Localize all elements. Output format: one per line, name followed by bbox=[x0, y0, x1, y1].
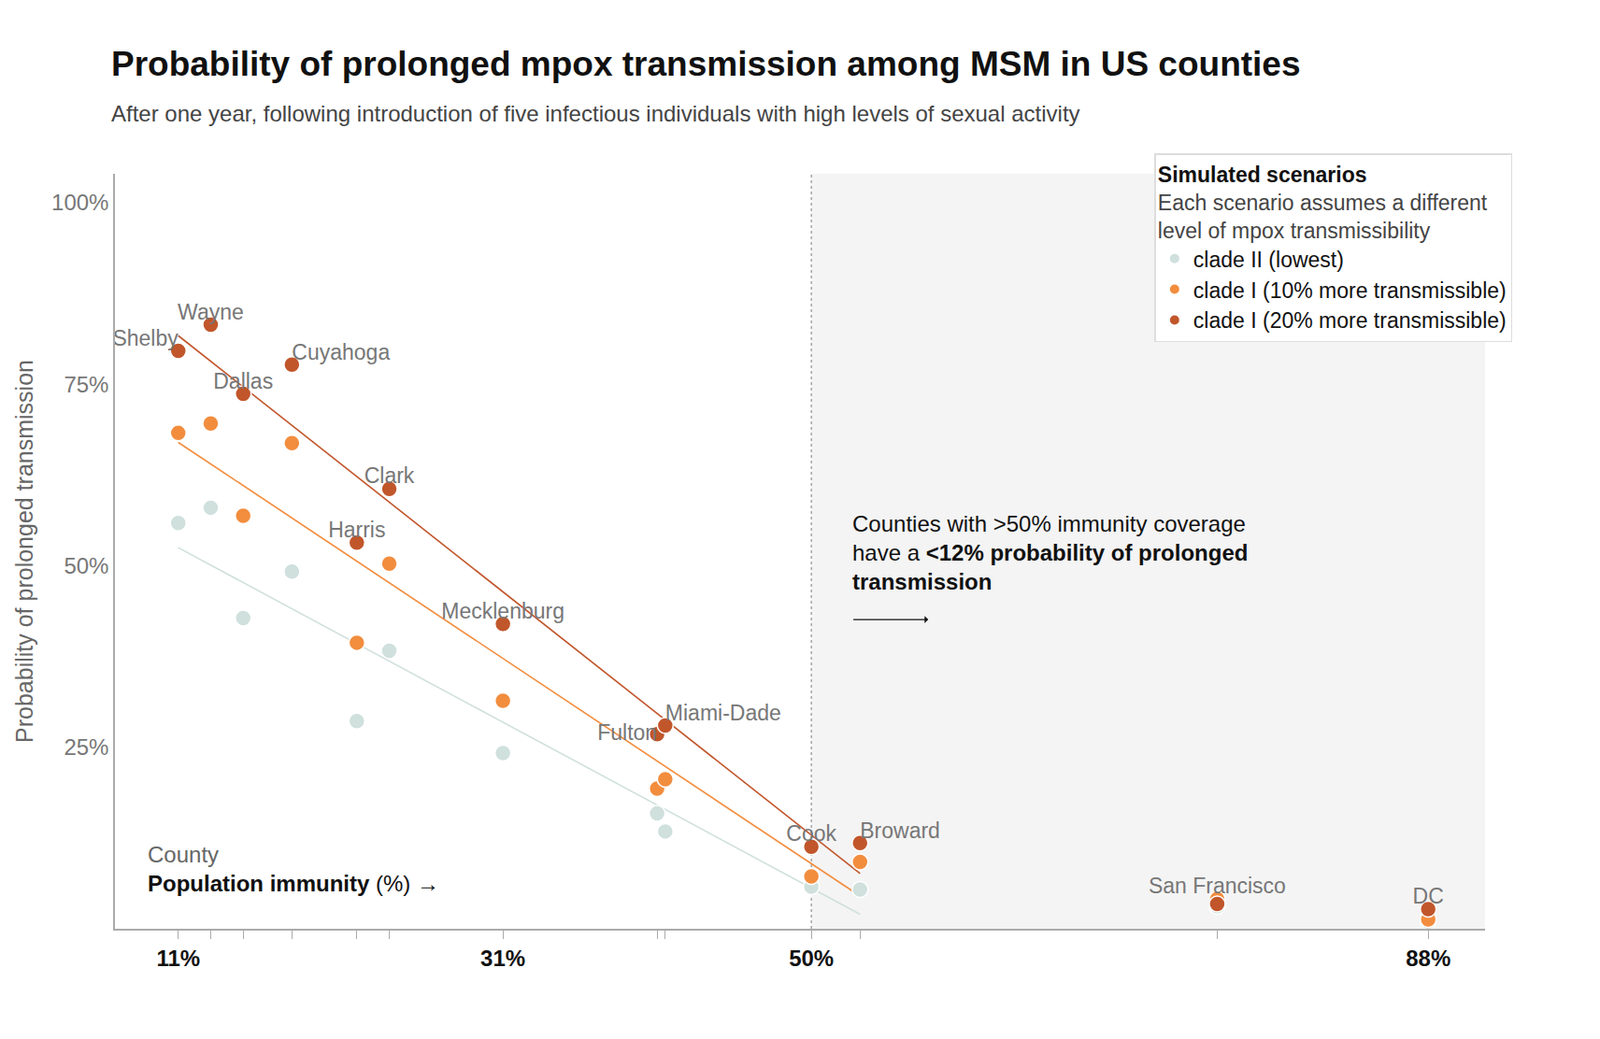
svg-text:Shelby: Shelby bbox=[112, 326, 179, 351]
svg-text:Clark: Clark bbox=[364, 463, 415, 488]
svg-text:Probability of prolonged mpox: Probability of prolonged mpox transmissi… bbox=[111, 44, 1301, 84]
svg-text:Broward: Broward bbox=[859, 818, 941, 843]
svg-text:DC: DC bbox=[1413, 884, 1444, 909]
svg-text:Wayne: Wayne bbox=[177, 300, 244, 325]
svg-text:Simulated scenariosEach scenar: Simulated scenariosEach scenario assumes… bbox=[1157, 162, 1488, 243]
svg-text:Fulton: Fulton bbox=[597, 720, 658, 745]
svg-text:100%: 100% bbox=[51, 189, 109, 215]
svg-text:50%: 50% bbox=[788, 945, 834, 972]
svg-text:25%: 25% bbox=[63, 734, 109, 760]
svg-text:Mecklenburg: Mecklenburg bbox=[441, 599, 565, 624]
svg-text:clade I (20% more transmissibl: clade I (20% more transmissible) bbox=[1193, 308, 1507, 333]
svg-text:clade II (lowest): clade II (lowest) bbox=[1193, 247, 1344, 272]
svg-text:San Francisco: San Francisco bbox=[1148, 873, 1286, 899]
svg-text:Harris: Harris bbox=[328, 517, 386, 543]
svg-text:50%: 50% bbox=[63, 553, 109, 579]
svg-text:Miami-Dade: Miami-Dade bbox=[665, 700, 782, 726]
svg-text:Probability of prolonged trans: Probability of prolonged transmission bbox=[11, 359, 38, 743]
svg-text:Cuyahoga: Cuyahoga bbox=[291, 340, 390, 365]
svg-text:88%: 88% bbox=[1405, 945, 1451, 972]
svg-text:31%: 31% bbox=[480, 945, 526, 972]
svg-text:Dallas: Dallas bbox=[213, 369, 273, 394]
svg-text:After one year, following intr: After one year, following introduction o… bbox=[111, 100, 1081, 127]
svg-text:75%: 75% bbox=[63, 371, 109, 398]
svg-text:clade I (10% more transmissibl: clade I (10% more transmissible) bbox=[1193, 278, 1507, 303]
svg-text:Cook: Cook bbox=[785, 821, 837, 846]
svg-text:CountyPopulation immunity (%): CountyPopulation immunity (%) → bbox=[147, 842, 440, 897]
svg-text:11%: 11% bbox=[156, 945, 200, 972]
svg-text:Counties with >50% immunity co: Counties with >50% immunity coveragehave… bbox=[852, 511, 1248, 595]
